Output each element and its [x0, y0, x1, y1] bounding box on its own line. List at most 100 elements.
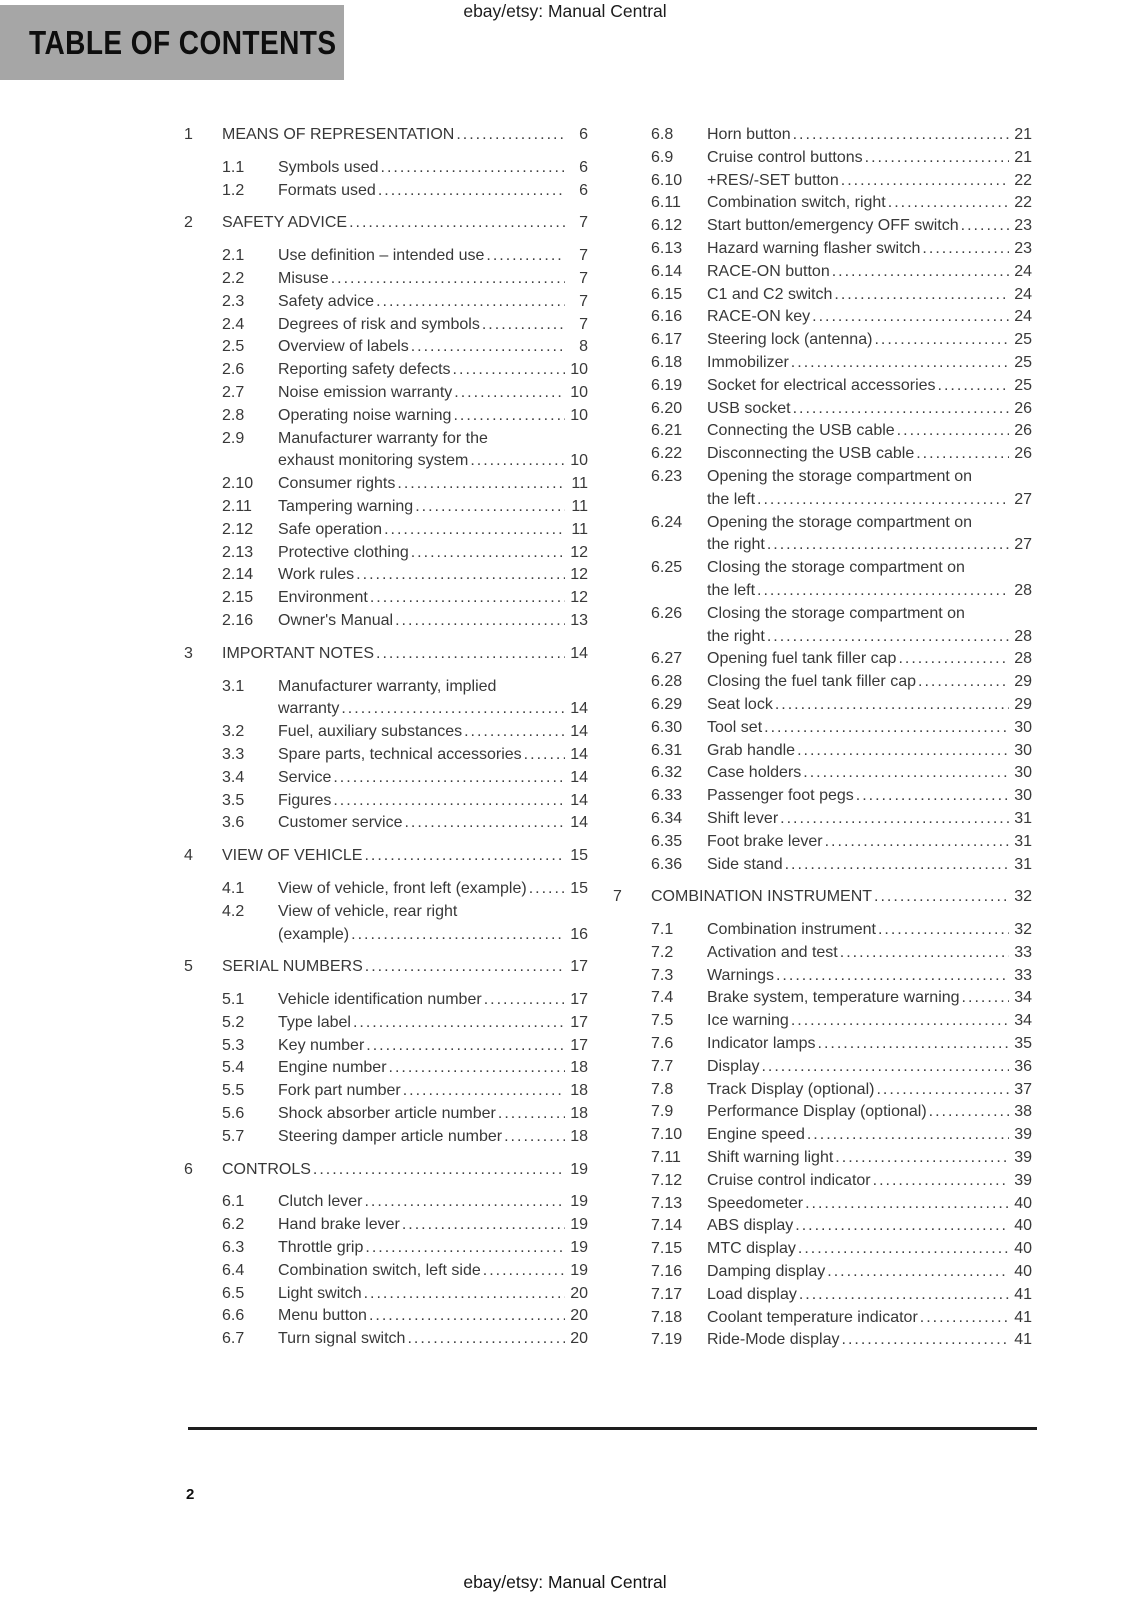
dot-leader: [454, 382, 565, 405]
toc-entry-title: Safe operation: [278, 520, 383, 538]
toc-entry-title: RACE-ON button: [707, 262, 830, 280]
toc-entry-title-line: Opening the storage compartment on: [707, 467, 973, 485]
dot-leader: [841, 170, 1009, 193]
toc-section-entry: 6.22 Disconnecting the USB cable 26: [651, 443, 1032, 466]
toc-entry-body: Indicator lamps 35: [707, 1033, 1032, 1056]
toc-entry-last-line: RACE-ON button 24: [707, 261, 1032, 284]
toc-entry-number: 5.1: [222, 991, 245, 1009]
toc-entry-title: Combination switch, left side: [278, 1261, 481, 1279]
toc-entry-page: 14: [570, 700, 588, 718]
dot-leader: [818, 1033, 1010, 1056]
toc-section-entry: 5.6 Shock absorber article number 18: [222, 1103, 588, 1126]
toc-entry-number: 7.1: [651, 921, 674, 939]
toc-entry-body: C1 and C2 switch 24: [707, 284, 1032, 307]
dot-leader: [381, 157, 566, 180]
toc-section-entry: 6.30 Tool set 30: [651, 717, 1032, 740]
toc-section-entry: 5.2 Type label 17: [222, 1012, 588, 1035]
toc-section-entry: 7.8 Track Display (optional) 37: [651, 1079, 1032, 1102]
toc-entry-page: 40: [1014, 1240, 1032, 1258]
toc-chapter-entry: 5 SERIAL NUMBERS 17: [184, 956, 588, 979]
toc-section-entry: 2.16 Owner's Manual 13: [222, 610, 588, 633]
toc-entry-page: 7: [579, 315, 588, 333]
toc-section-entry: 3.4 Service 14: [222, 767, 588, 790]
toc-entry-number: 6.17: [651, 331, 683, 349]
toc-entry-page: 17: [570, 991, 588, 1009]
toc-entry-last-line: Steering damper article number 18: [278, 1126, 588, 1149]
toc-entry-body: Fork part number 18: [278, 1080, 588, 1103]
dot-leader: [920, 1307, 1009, 1330]
toc-entry-last-line: Reporting safety defects 10: [278, 359, 588, 382]
toc-entry-last-line: Protective clothing 12: [278, 542, 588, 565]
dot-leader: [364, 1191, 565, 1214]
toc-entry-page: 30: [1014, 741, 1032, 759]
toc-entry-body: Use definition – intended use 7: [278, 245, 588, 268]
toc-entry-page: 41: [1014, 1331, 1032, 1349]
toc-entry-title: Closing the fuel tank filler cap: [707, 673, 916, 691]
toc-entry-number: 3: [184, 644, 193, 662]
toc-entry-page: 30: [1014, 787, 1032, 805]
toc-entry-number: 2.3: [222, 292, 245, 310]
footer-rule: [188, 1427, 1037, 1430]
toc-entry-last-line: exhaust monitoring system 10: [278, 450, 588, 473]
toc-entry-body: Vehicle identification number 17: [278, 989, 588, 1012]
toc-entry-body: Shift lever 31: [707, 808, 1032, 831]
toc-entry-body: Environment 12: [278, 587, 588, 610]
toc-entry-last-line: Figures 14: [278, 790, 588, 813]
toc-entry-body: Display 36: [707, 1056, 1032, 1079]
toc-section-entry: 3.2 Fuel, auxiliary substances 14: [222, 721, 588, 744]
dot-leader: [962, 987, 1009, 1010]
toc-entry-page: 14: [570, 745, 588, 763]
toc-entry-body: Turn signal switch 20: [278, 1328, 588, 1351]
toc-entry-body: Hazard warning flasher switch 23: [707, 238, 1032, 261]
toc-entry-number: 6.27: [651, 650, 683, 668]
dot-leader: [776, 965, 1009, 988]
toc-entry-last-line: Warnings 33: [707, 965, 1032, 988]
toc-entry-body: Engine speed 39: [707, 1124, 1032, 1147]
toc-section-entry: 6.20 USB socket 26: [651, 398, 1032, 421]
toc-entry-last-line: Symbols used 6: [278, 157, 588, 180]
toc-entry-number: 7.3: [651, 966, 674, 984]
toc-entry-last-line: Socket for electrical accessories 25: [707, 375, 1032, 398]
toc-entry-number: 7.2: [651, 943, 674, 961]
toc-entry-page: 11: [571, 475, 588, 493]
toc-entry-number: 6.22: [651, 445, 683, 463]
toc-entry-page: 24: [1014, 285, 1032, 303]
toc-entry-title: Operating noise warning: [278, 406, 452, 424]
toc-entry-last-line: Track Display (optional) 37: [707, 1079, 1032, 1102]
dot-leader: [791, 1010, 1009, 1033]
toc-entry-title: USB socket: [707, 399, 791, 417]
toc-entry-body: Fuel, auxiliary substances 14: [278, 721, 588, 744]
toc-entry-title: Misuse: [278, 269, 329, 287]
dot-leader: [799, 1284, 1009, 1307]
dot-leader: [366, 1035, 565, 1058]
toc-entry-title: Consumer rights: [278, 475, 396, 493]
toc-section-entry: 2.15 Environment 12: [222, 587, 588, 610]
toc-entry-number: 7.8: [651, 1080, 674, 1098]
toc-entry-title: Type label: [278, 1013, 351, 1031]
toc-entry-body: Closing the storage compartment on the le…: [707, 557, 1032, 603]
toc-entry-title: Horn button: [707, 126, 791, 143]
dot-leader: [798, 1238, 1009, 1261]
toc-entry-page: 11: [571, 497, 588, 515]
toc-entry-last-line: Damping display 40: [707, 1261, 1032, 1284]
toc-section-entry: 5.7 Steering damper article number 18: [222, 1126, 588, 1149]
toc-entry-body: Opening fuel tank filler cap 28: [707, 648, 1032, 671]
toc-section-entry: 1.2 Formats used 6: [222, 180, 588, 203]
dot-leader: [775, 694, 1009, 717]
toc-entry-number: 5: [184, 958, 193, 976]
toc-entry-last-line: the left 28: [707, 580, 1032, 603]
toc-chapter-entry: 6 CONTROLS 19: [184, 1159, 588, 1182]
toc-entry-last-line: Safe operation 11: [278, 519, 588, 542]
toc-section-entry: 6.26 Closing the storage compartment on th…: [651, 603, 1032, 649]
footer-doc-label: ebay/etsy: Manual Central: [463, 1572, 667, 1592]
toc-entry-title: Throttle grip: [278, 1239, 364, 1257]
toc-entry-last-line: Work rules 12: [278, 564, 588, 587]
toc-entry-title: (example): [278, 925, 350, 943]
toc-entry-number: 6.32: [651, 764, 683, 782]
dot-leader: [961, 215, 1009, 238]
toc-entry-last-line: Cruise control indicator 39: [707, 1170, 1032, 1193]
toc-entry-body: Warnings 33: [707, 965, 1032, 988]
toc-section-entry: 6.24 Opening the storage compartment on th…: [651, 512, 1032, 558]
dot-leader: [456, 124, 565, 147]
toc-entry-page: 31: [1014, 855, 1032, 873]
